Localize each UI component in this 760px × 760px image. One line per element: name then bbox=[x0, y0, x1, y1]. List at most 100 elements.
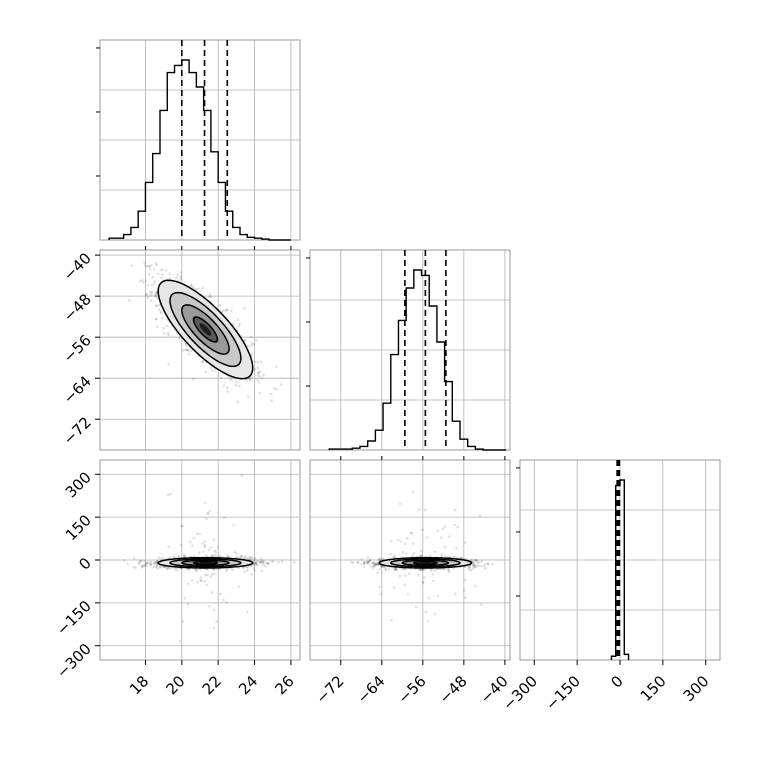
scatter-point bbox=[440, 536, 443, 539]
y-tick-label: −40 bbox=[60, 249, 95, 284]
scatter-point bbox=[257, 381, 260, 384]
scatter-point bbox=[232, 523, 235, 527]
scatter-point bbox=[443, 546, 447, 549]
scatter-point bbox=[256, 360, 259, 364]
scatter-point bbox=[371, 562, 374, 566]
scatter-point bbox=[376, 571, 380, 575]
y-tick-label: 300 bbox=[62, 468, 95, 501]
scatter-point bbox=[141, 280, 145, 284]
scatter-point bbox=[425, 536, 429, 539]
scatter-point bbox=[165, 269, 168, 272]
scatter-point bbox=[484, 562, 487, 566]
scatter-point bbox=[154, 262, 158, 265]
scatter-point bbox=[189, 284, 193, 288]
scatter-point bbox=[478, 514, 482, 518]
scatter-point bbox=[140, 564, 144, 568]
scatter-point bbox=[184, 348, 188, 351]
scatter-point bbox=[377, 558, 381, 562]
scatter-point bbox=[144, 279, 148, 282]
scatter-point bbox=[421, 580, 425, 584]
scatter-point bbox=[179, 524, 183, 528]
scatter-point bbox=[350, 560, 353, 564]
scatter-point bbox=[144, 562, 148, 565]
x-tick-label: 24 bbox=[235, 672, 261, 698]
scatter-point bbox=[123, 558, 126, 562]
scatter-point bbox=[235, 552, 238, 555]
scatter-point bbox=[249, 335, 253, 338]
scatter-point bbox=[407, 572, 411, 576]
scatter-point bbox=[240, 474, 243, 477]
scatter-point bbox=[253, 367, 257, 371]
scatter-point bbox=[226, 554, 230, 558]
scatter-point bbox=[145, 561, 149, 564]
scatter-point bbox=[176, 273, 179, 277]
scatter-point bbox=[166, 493, 170, 497]
scatter-point bbox=[208, 293, 212, 296]
scatter-point bbox=[219, 376, 223, 380]
scatter-point bbox=[169, 492, 172, 496]
scatter-point bbox=[420, 554, 424, 558]
scatter-point bbox=[453, 508, 457, 512]
scatter-point bbox=[154, 565, 158, 568]
scatter-point bbox=[159, 310, 163, 314]
scatter-point bbox=[196, 580, 200, 584]
scatter-point bbox=[444, 554, 447, 558]
scatter-point bbox=[433, 612, 436, 616]
scatter-point bbox=[421, 581, 425, 585]
contour-line-2 bbox=[169, 291, 242, 368]
scatter-point bbox=[292, 560, 296, 564]
x-tick-label: 22 bbox=[199, 672, 225, 698]
scatter-point bbox=[182, 348, 185, 352]
scatter-point bbox=[424, 610, 428, 614]
scatter-point bbox=[149, 290, 152, 294]
scatter-point bbox=[155, 304, 158, 307]
scatter-point bbox=[179, 275, 182, 278]
scatter-point bbox=[259, 557, 263, 560]
scatter-point bbox=[144, 564, 148, 567]
scatter-point bbox=[448, 535, 451, 538]
scatter-point bbox=[148, 265, 152, 269]
scatter-point bbox=[226, 308, 229, 312]
x-tick-label: 0 bbox=[607, 672, 626, 691]
scatter-point bbox=[470, 568, 473, 572]
scatter-point bbox=[468, 566, 471, 570]
scatter-point bbox=[253, 556, 257, 560]
scatter-point bbox=[410, 532, 414, 535]
scatter-point bbox=[431, 573, 435, 576]
scatter-point bbox=[258, 560, 262, 564]
scatter-point bbox=[155, 290, 159, 294]
scatter-point bbox=[186, 349, 189, 353]
scatter-point bbox=[393, 568, 396, 571]
scatter-point bbox=[411, 490, 415, 494]
scatter-point bbox=[222, 384, 226, 388]
scatter-point bbox=[484, 566, 487, 570]
scatter-point bbox=[156, 272, 160, 276]
scatter-point bbox=[261, 561, 265, 564]
scatter-point bbox=[153, 562, 156, 565]
scatter-point bbox=[215, 620, 218, 623]
scatter-point bbox=[395, 568, 399, 571]
scatter-point bbox=[243, 338, 247, 342]
scatter-point bbox=[250, 352, 254, 356]
scatter-point bbox=[166, 331, 170, 335]
scatter-point bbox=[202, 550, 205, 553]
scatter-point bbox=[258, 374, 262, 378]
scatter-point bbox=[137, 562, 141, 565]
scatter-point bbox=[368, 559, 371, 563]
scatter-point bbox=[476, 559, 479, 563]
scatter-point bbox=[270, 560, 273, 563]
scatter-point bbox=[279, 383, 283, 386]
scatter-point bbox=[260, 561, 263, 564]
scatter-point bbox=[250, 572, 254, 576]
scatter-point bbox=[394, 568, 398, 571]
scatter-point bbox=[376, 563, 379, 566]
scatter-point bbox=[161, 268, 164, 271]
scatter-point bbox=[258, 370, 262, 373]
scatter-point bbox=[152, 268, 156, 271]
scatter-point bbox=[231, 568, 234, 571]
scatter-point bbox=[192, 536, 196, 540]
scatter-point bbox=[441, 527, 445, 531]
scatter-point bbox=[463, 541, 467, 544]
scatter-point bbox=[203, 544, 207, 547]
scatter-point bbox=[226, 555, 229, 558]
